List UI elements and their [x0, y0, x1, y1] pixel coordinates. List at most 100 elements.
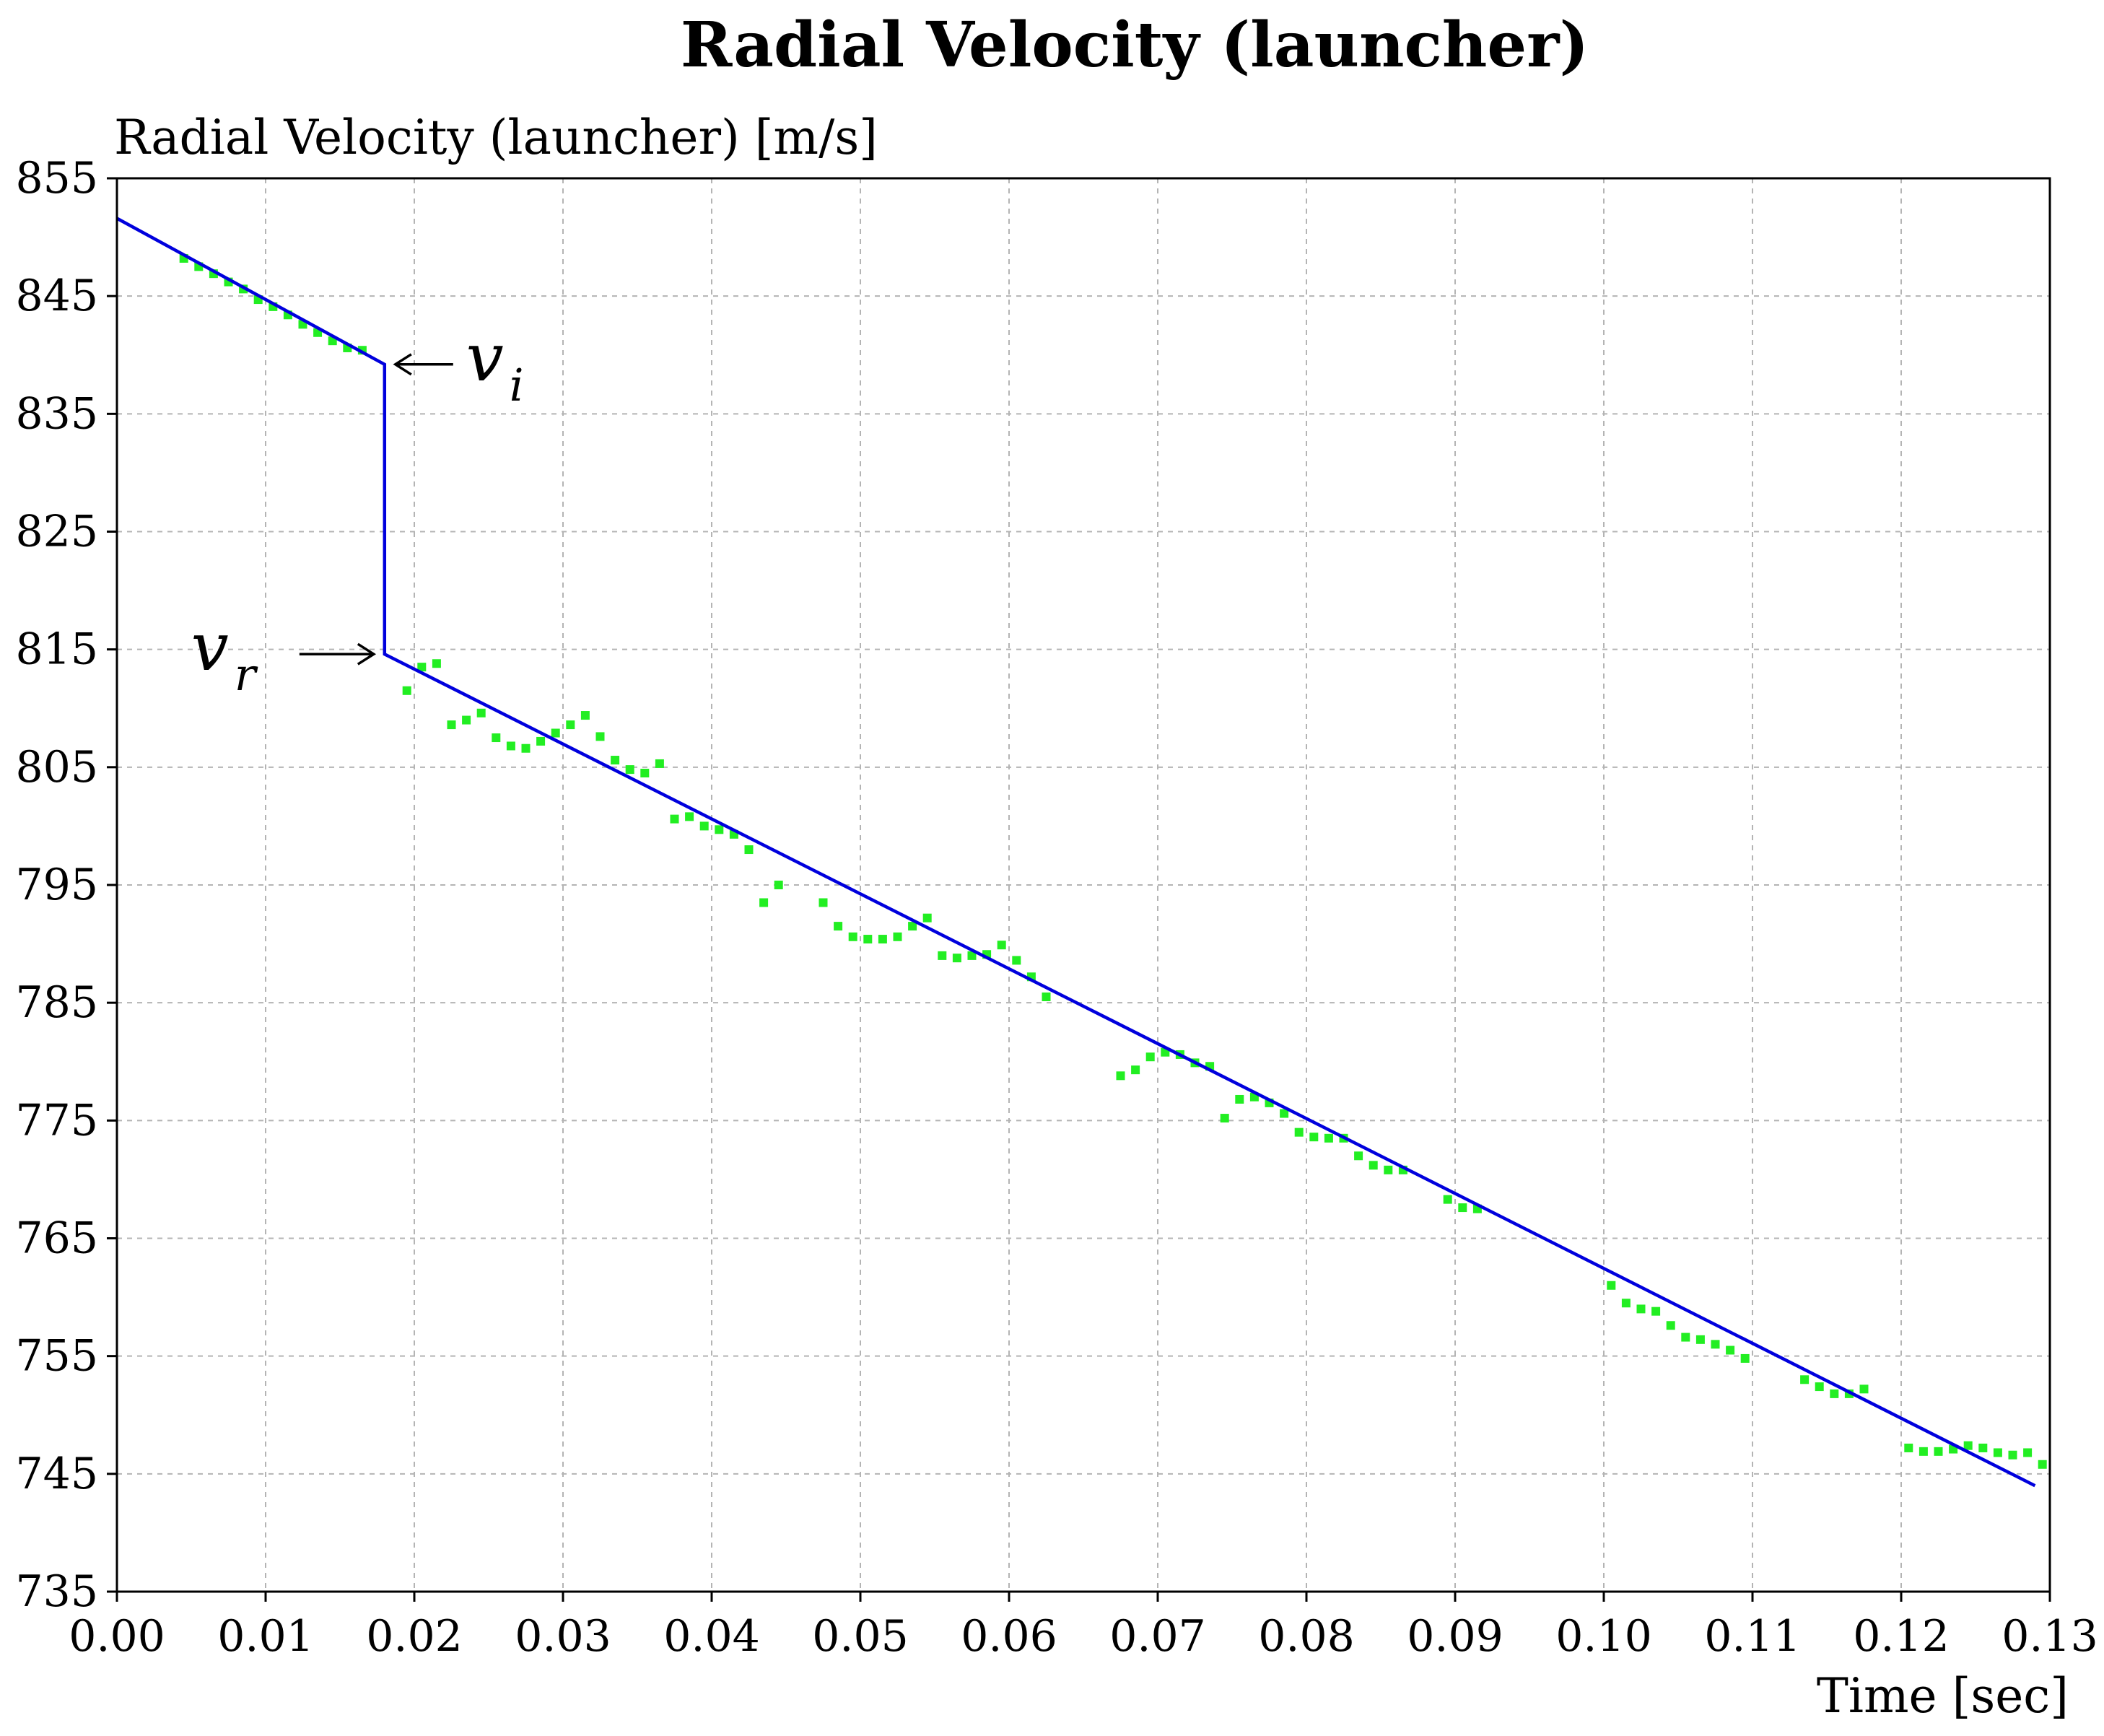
x-tick-label: 0.12	[1853, 1611, 1950, 1662]
measured-point	[640, 768, 650, 777]
y-tick-label: 795	[15, 860, 98, 910]
measured-point	[1384, 1165, 1393, 1174]
measured-point	[1993, 1448, 2002, 1457]
x-tick-label: 0.09	[1407, 1611, 1503, 1662]
measured-point	[1458, 1203, 1467, 1213]
y-tick-labels: 855 845 835 825 815 805 795 785 775 765 755 745 735	[15, 153, 98, 1617]
measured-point	[952, 954, 961, 963]
measured-point	[2038, 1460, 2047, 1469]
measured-point	[1963, 1441, 1973, 1450]
y-tick-label: 855	[15, 153, 98, 204]
measured-point	[1711, 1340, 1720, 1349]
measured-point	[1369, 1161, 1378, 1170]
vr-subscript: r	[235, 648, 258, 701]
vr-arrow-head	[357, 642, 377, 666]
chart-title: Radial Velocity (launcher)	[681, 9, 1589, 82]
measured-point	[699, 821, 709, 831]
measured-point	[1621, 1299, 1631, 1308]
measured-point	[1354, 1151, 1363, 1161]
x-tick-label: 0.00	[69, 1611, 165, 1662]
measured-point	[1116, 1071, 1125, 1081]
y-tick-label: 765	[15, 1213, 98, 1264]
annotations: v iv r	[191, 319, 524, 701]
x-tick-label: 0.08	[1258, 1611, 1355, 1662]
measured-point	[774, 881, 783, 889]
measured-point	[492, 733, 501, 743]
measured-point	[655, 759, 664, 768]
measured-point	[685, 812, 694, 821]
measured-point	[2008, 1450, 2017, 1460]
x-tick-label: 0.06	[961, 1611, 1057, 1662]
y-tick-label: 815	[15, 624, 98, 675]
y-tick-label: 835	[15, 388, 98, 439]
measured-point	[2023, 1448, 2033, 1457]
x-tick-label: 0.10	[1555, 1611, 1652, 1662]
measured-point	[1978, 1443, 1988, 1452]
measured-point	[1830, 1389, 1839, 1398]
measured-point	[1800, 1375, 1810, 1384]
measured-point	[1472, 1204, 1482, 1213]
measured-point	[1042, 993, 1051, 1002]
measured-series	[179, 253, 2047, 1469]
measured-point	[967, 951, 977, 960]
x-tick-label: 0.11	[1704, 1611, 1801, 1662]
measured-point	[1934, 1447, 1943, 1456]
vi-subscript: i	[510, 359, 524, 411]
measured-point	[1651, 1307, 1661, 1316]
x-axis-label: Time [sec]	[1817, 1668, 2069, 1724]
measured-point	[848, 932, 857, 941]
measured-point	[1740, 1353, 1750, 1363]
measured-point	[536, 736, 546, 746]
x-tick-label: 0.05	[812, 1611, 909, 1662]
measured-point	[1280, 1109, 1289, 1118]
measured-point	[551, 728, 560, 738]
y-tick-label: 755	[15, 1331, 98, 1382]
vi-label: v	[466, 319, 504, 396]
measured-point	[1607, 1281, 1616, 1290]
y-axis-label: Radial Velocity (launcher) [m/s]	[114, 110, 878, 165]
measured-point	[670, 814, 679, 824]
measured-point	[1695, 1335, 1705, 1344]
x-tick-label: 0.07	[1109, 1611, 1206, 1662]
measured-point	[893, 932, 902, 941]
y-tick-label: 735	[15, 1566, 98, 1617]
fit-line	[115, 217, 2036, 1488]
measured-point	[1294, 1127, 1304, 1137]
y-tick-label: 745	[15, 1449, 98, 1499]
y-tick-label: 775	[15, 1095, 98, 1146]
measured-point	[625, 765, 634, 775]
vr-label: v	[191, 609, 229, 686]
x-tick-labels: 0.00 0.01 0.02 0.03 0.04 0.05 0.06 0.07 0.08 0.09…	[69, 1611, 2098, 1662]
measured-point	[1324, 1133, 1333, 1143]
measured-point	[938, 951, 947, 960]
measured-point	[1859, 1384, 1869, 1394]
measured-point	[611, 756, 620, 765]
measured-point	[878, 935, 887, 944]
measured-point	[402, 686, 411, 695]
measured-point	[1815, 1382, 1824, 1392]
measured-point	[1131, 1065, 1140, 1075]
measured-point	[819, 898, 828, 907]
x-tick-label: 0.13	[2002, 1611, 2098, 1662]
measured-point	[1726, 1345, 1735, 1355]
grid-lines	[107, 177, 2051, 1602]
measured-point	[908, 922, 917, 931]
measured-point	[566, 720, 575, 730]
measured-point	[521, 743, 531, 753]
measured-point	[863, 935, 873, 944]
measured-point	[759, 898, 769, 907]
measured-point	[1220, 1114, 1229, 1123]
plot-frame	[115, 177, 2051, 1593]
x-tick-label: 0.01	[217, 1611, 314, 1662]
measured-point	[1904, 1443, 1913, 1452]
measured-point	[595, 732, 605, 741]
measured-point	[447, 720, 456, 730]
measured-point	[1681, 1332, 1690, 1342]
measured-point	[1443, 1195, 1452, 1204]
fit-series	[115, 217, 2036, 1488]
measured-point	[580, 711, 590, 720]
x-tick-label: 0.03	[515, 1611, 611, 1662]
measured-point	[715, 825, 724, 834]
measured-point	[834, 922, 843, 931]
